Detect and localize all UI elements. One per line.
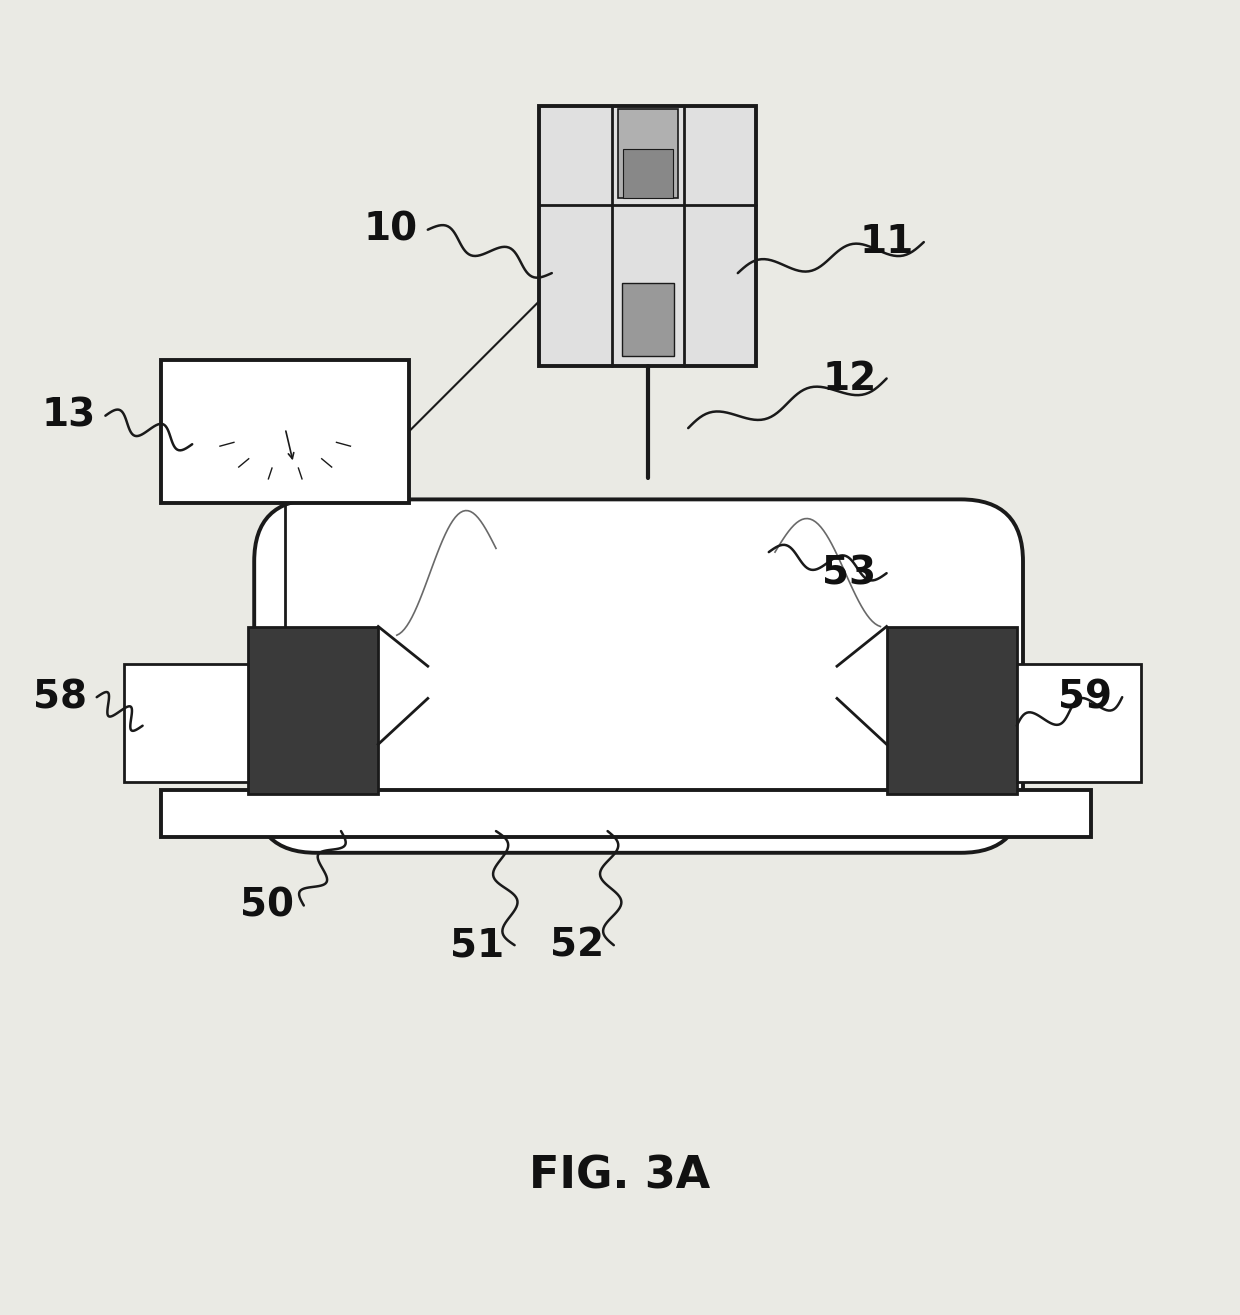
Text: 53: 53 xyxy=(822,554,877,592)
Bar xyxy=(248,626,378,794)
Bar xyxy=(887,626,1017,794)
Text: 13: 13 xyxy=(41,397,95,435)
Bar xyxy=(124,664,248,781)
Bar xyxy=(618,109,678,199)
Text: 52: 52 xyxy=(549,926,604,964)
Text: 12: 12 xyxy=(822,359,877,397)
Text: 10: 10 xyxy=(363,210,418,249)
Bar xyxy=(622,150,673,199)
Text: 59: 59 xyxy=(1058,679,1112,717)
FancyBboxPatch shape xyxy=(254,500,1023,853)
Text: 50: 50 xyxy=(239,886,294,924)
Bar xyxy=(1017,664,1141,781)
Bar xyxy=(621,283,675,356)
Bar xyxy=(161,790,1091,838)
Text: FIG. 3A: FIG. 3A xyxy=(529,1155,711,1198)
Text: 51: 51 xyxy=(450,926,505,964)
Bar xyxy=(539,105,756,366)
Text: 58: 58 xyxy=(32,679,87,717)
Bar xyxy=(161,360,409,502)
Text: 11: 11 xyxy=(859,224,914,262)
